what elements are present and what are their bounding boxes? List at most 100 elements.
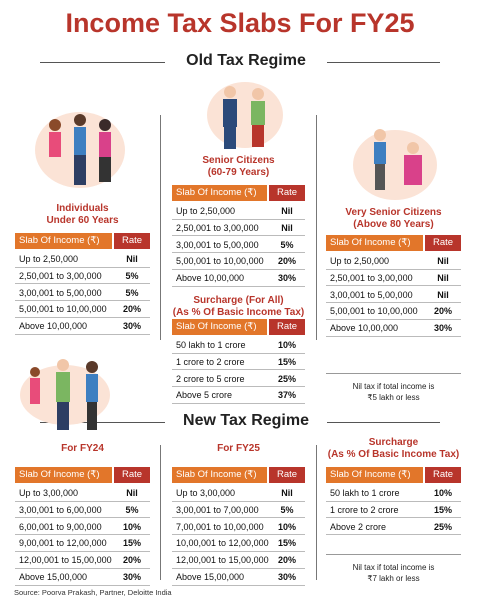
slab-cell: 6,00,001 to 9,00,000 (19, 521, 102, 532)
table-row: 5,00,001 to 10,00,000 20% (15, 301, 150, 318)
slab-cell: Up to 2,50,000 (176, 206, 236, 216)
slab-cell: Up to 2,50,000 (330, 256, 390, 266)
table-header: Slab Of Income (₹) Rate (326, 235, 461, 251)
rate-cell: 5% (125, 270, 139, 281)
table-row: 3,00,001 to 5,00,000 5% (172, 237, 305, 254)
rate-cell: 30% (277, 273, 296, 284)
slab-cell: 2,50,001 to 3,00,000 (19, 270, 102, 281)
table-row: 50 lakh to 1 crore 10% (172, 337, 305, 354)
note: Nil tax if total income is ₹7 lakh or les… (326, 562, 461, 584)
table-header: Slab Of Income (₹) Rate (172, 467, 305, 483)
header-cell: Slab Of Income (₹) (172, 319, 267, 335)
rate-cell: 20% (277, 555, 296, 566)
divider (326, 373, 461, 374)
table-row: Above 2 crore 25% (326, 519, 461, 536)
slab-cell: 1 crore to 2 crore (176, 356, 245, 367)
slab-cell: Above 10,00,000 (19, 321, 88, 332)
rate-cell: 5% (125, 287, 139, 298)
table-row: 7,00,001 to 10,00,000 10% (172, 519, 305, 536)
rate-cell: 20% (122, 555, 141, 566)
rate-cell: 30% (433, 323, 452, 334)
senior-illustration (207, 82, 283, 149)
rate-cell: 10% (277, 521, 296, 532)
rate-cell: Nil (437, 256, 449, 266)
slab-cell: 2,50,001 to 3,00,000 (330, 272, 413, 283)
table-label: For FY24 (15, 443, 150, 455)
table-row: Above 10,00,000 30% (326, 320, 461, 337)
slab-cell: Above 10,00,000 (330, 323, 399, 334)
table-row: 2 crore to 5 crore 25% (172, 371, 305, 388)
table-row: Up to 2,50,000 Nil (172, 203, 305, 220)
rate-cell: Nil (126, 254, 138, 264)
header-cell: Slab Of Income (₹) (172, 467, 267, 483)
rate-cell: 10% (122, 521, 141, 532)
label-line: For FY24 (61, 443, 104, 454)
table-row: 1 crore to 2 crore 15% (326, 502, 461, 519)
rate-cell: 20% (277, 256, 296, 267)
table-row: 10,00,001 to 12,00,000 15% (172, 535, 305, 552)
rate-cell: 30% (277, 572, 296, 582)
rate-cell: Nil (437, 289, 449, 300)
slab-cell: 7,00,001 to 10,00,000 (176, 521, 264, 532)
label-line: For FY25 (217, 443, 260, 454)
slab-cell: 50 lakh to 1 crore (330, 488, 400, 498)
section-heading: Old Tax Regime (165, 52, 327, 70)
rate-cell: 5% (280, 504, 294, 515)
table-row: Above 15,00,000 30% (172, 569, 305, 586)
rate-cell: Nil (281, 206, 293, 216)
table-header: Slab Of Income (₹) Rate (15, 233, 150, 249)
table-row: 2,50,001 to 3,00,000 Nil (326, 270, 461, 287)
slab-cell: Above 5 crore (176, 390, 233, 401)
slab-cell: 50 lakh to 1 crore (176, 340, 246, 350)
slab-cell: 12,00,001 to 15,00,000 (176, 555, 269, 566)
slab-cell: 10,00,001 to 12,00,000 (176, 538, 269, 549)
table-row: Up to 2,50,000 Nil (15, 251, 150, 268)
table-row: 1 crore to 2 crore 15% (172, 354, 305, 371)
slab-cell: 5,00,001 to 10,00,000 (330, 306, 418, 317)
slab-cell: Above 15,00,000 (19, 572, 88, 582)
table-row: Above 10,00,000 30% (15, 318, 150, 335)
header-cell: Slab Of Income (₹) (15, 467, 112, 483)
slab-cell: 12,00,001 to 15,00,000 (19, 555, 112, 566)
rate-cell: 20% (122, 304, 141, 315)
label-line: (As % Of Basic Income Tax) (172, 307, 305, 318)
slab-cell: 3,00,001 to 5,00,000 (330, 289, 413, 300)
rate-cell: 15% (122, 538, 141, 549)
table-row: Above 15,00,000 30% (15, 569, 150, 586)
slab-cell: 1 crore to 2 crore (330, 504, 399, 515)
header-cell: Rate (269, 467, 305, 483)
slab-cell: 9,00,001 to 12,00,000 (19, 538, 107, 549)
header-cell: Slab Of Income (₹) (172, 185, 267, 201)
section-heading: New Tax Regime (165, 412, 327, 430)
divider (160, 115, 161, 340)
slab-cell: 3,00,001 to 7,00,000 (176, 504, 259, 515)
slab-cell: 5,00,001 to 10,00,000 (19, 304, 107, 315)
rate-cell: 30% (122, 572, 141, 582)
label-line: (Above 80 Years) (353, 219, 434, 230)
table-row: 5,00,001 to 10,00,000 20% (326, 303, 461, 320)
note-line: Nil tax if total income is (352, 382, 435, 391)
divider (160, 445, 161, 580)
table-label: Surcharge (For All) (As % Of Basic Income… (172, 295, 305, 319)
slab-cell: 5,00,001 to 10,00,000 (176, 256, 264, 267)
table-row: 9,00,001 to 12,00,000 15% (15, 535, 150, 552)
rate-cell: 25% (433, 521, 452, 532)
rate-cell: 15% (277, 356, 296, 367)
slab-cell: Above 10,00,000 (176, 273, 245, 284)
divider (316, 445, 317, 580)
rate-cell: Nil (126, 488, 138, 498)
table-header: Slab Of Income (₹) Rate (172, 185, 305, 201)
source: Source: Poorva Prakash, Partner, Deloitt… (14, 588, 172, 597)
label-line: Surcharge (368, 437, 419, 448)
very-senior-illustration (353, 129, 437, 200)
header-cell: Rate (425, 467, 461, 483)
table-row: 50 lakh to 1 crore 10% (326, 485, 461, 502)
slab-cell: 3,00,001 to 6,00,000 (19, 504, 102, 515)
rate-cell: 25% (277, 373, 296, 384)
table-row: Up to 2,50,000 Nil (326, 253, 461, 270)
table-row: 3,00,001 to 5,00,000 Nil (326, 287, 461, 304)
rate-cell: 10% (433, 488, 452, 498)
table-row: 2,50,001 to 3,00,000 5% (15, 268, 150, 285)
rate-cell: 37% (277, 390, 296, 401)
